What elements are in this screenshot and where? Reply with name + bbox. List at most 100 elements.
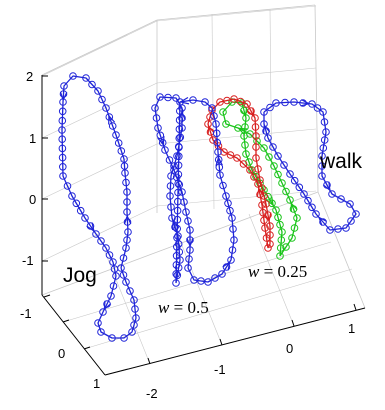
data-point-jog: [117, 147, 126, 155]
grid-line: [156, 128, 317, 145]
data-point-w025: [266, 240, 274, 248]
data-point-w05: [213, 138, 222, 147]
data-point-walk: [274, 152, 282, 160]
data-point-green: [242, 150, 250, 158]
data-point-w05: [214, 148, 222, 156]
data-point-w025: [233, 154, 241, 162]
data-point-w025: [259, 208, 267, 217]
data-point-jog: [102, 104, 110, 112]
data-point-jog: [76, 206, 85, 215]
data-point-jog: [58, 116, 67, 125]
data-point-green: [274, 170, 282, 179]
data-point-w025: [252, 143, 260, 151]
data-point-walk: [320, 136, 329, 144]
data-point-w025: [252, 132, 260, 140]
data-point-w05: [186, 246, 194, 254]
data-point-jog: [99, 308, 107, 316]
data-point-jog: [120, 334, 128, 342]
data-point-w05: [158, 138, 167, 147]
data-point-w05: [216, 171, 224, 179]
grid-line: [156, 67, 317, 84]
data-point-w05: [212, 120, 220, 128]
w025-label: w = 0.25: [248, 262, 307, 281]
data-point-w05: [174, 170, 183, 179]
data-point-jog: [81, 214, 89, 222]
data-point-w05: [197, 277, 205, 285]
data-point-green: [276, 252, 284, 260]
x-tick-label: -1: [214, 362, 226, 377]
grid-line: [41, 143, 158, 200]
data-point-w05: [156, 131, 165, 140]
direction-arrow-w05: [178, 97, 190, 105]
grid-line: [104, 251, 151, 365]
data-point-green: [272, 206, 280, 214]
data-point-walk: [318, 162, 326, 170]
data-point-w025: [250, 173, 258, 181]
tick-mark: [43, 294, 51, 298]
data-point-jog: [58, 144, 67, 153]
direction-arrow-w025: [246, 107, 255, 118]
data-point-w05: [178, 114, 186, 122]
data-point-w025: [216, 98, 224, 106]
data-point-w025: [262, 200, 270, 208]
data-point-green: [282, 187, 290, 196]
data-point-walk: [295, 183, 304, 192]
data-point-w05: [176, 133, 185, 142]
direction-arrow-w05: [215, 155, 223, 166]
data-point-jog: [92, 230, 100, 238]
data-point-jog: [105, 251, 114, 259]
data-point-w05: [172, 270, 180, 278]
data-point-jog: [58, 153, 67, 162]
data-point-w05: [172, 279, 180, 287]
data-point-w05: [174, 232, 182, 240]
data-point-walk: [286, 170, 294, 178]
data-point-w05: [172, 261, 181, 269]
data-point-green: [274, 213, 282, 222]
data-point-jog: [59, 163, 67, 171]
jog-label: Jog: [63, 264, 97, 287]
data-point-jog: [63, 182, 72, 190]
data-point-walk: [264, 134, 272, 142]
tick-mark: [291, 319, 295, 327]
data-point-w05: [166, 192, 174, 200]
data-point-w05: [190, 276, 198, 284]
data-point-w05: [174, 188, 182, 197]
data-point-w05: [189, 96, 197, 104]
data-point-w025: [206, 113, 214, 121]
data-point-jog: [119, 271, 128, 279]
data-point-green: [290, 224, 299, 232]
data-point-jog: [109, 258, 117, 266]
data-point-green: [241, 123, 249, 131]
data-point-w05: [173, 215, 182, 224]
data-point-green: [222, 120, 230, 128]
data-point-w05: [156, 93, 164, 101]
series-layer: [58, 72, 360, 342]
data-point-walk: [352, 210, 360, 218]
data-point-jog: [102, 244, 110, 252]
direction-arrow-green: [239, 107, 248, 118]
direction-arrow-jog: [59, 91, 68, 102]
y-tick-label: -1: [20, 306, 32, 321]
data-point-w05: [167, 172, 175, 180]
data-point-w025: [258, 201, 266, 209]
data-point-jog: [123, 208, 131, 216]
data-point-jog: [59, 90, 68, 98]
data-point-w05: [176, 98, 184, 106]
data-point-jog: [60, 82, 68, 90]
data-point-jog: [58, 107, 67, 116]
data-point-green: [265, 153, 273, 161]
data-point-w05: [230, 236, 238, 244]
grid-line: [314, 4, 319, 193]
data-point-walk: [290, 176, 299, 185]
data-point-w025: [243, 100, 251, 108]
data-point-w05: [175, 116, 184, 124]
data-point-w025: [204, 120, 212, 128]
data-point-w05: [173, 271, 182, 280]
data-point-green: [277, 236, 286, 244]
x-tick-label: 1: [348, 321, 355, 336]
data-point-jog: [123, 236, 131, 244]
data-point-green: [286, 196, 294, 204]
grid-line: [156, 190, 317, 207]
data-point-green: [241, 141, 249, 149]
